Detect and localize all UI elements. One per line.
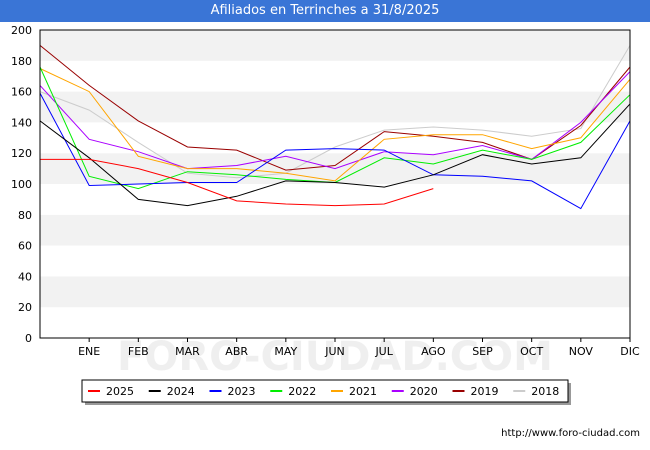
grid-band bbox=[40, 60, 630, 92]
x-tick-label: OCT bbox=[520, 345, 543, 358]
x-tick-label: ENE bbox=[78, 345, 100, 358]
legend-label-2024: 2024 bbox=[167, 385, 195, 398]
grid-band bbox=[40, 91, 630, 123]
y-tick-label: 40 bbox=[18, 270, 32, 283]
y-tick-label: 0 bbox=[25, 332, 32, 345]
y-tick-label: 80 bbox=[18, 209, 32, 222]
series-line-2024 bbox=[39, 103, 631, 207]
y-tick-label: 120 bbox=[11, 147, 32, 160]
x-tick-label: SEP bbox=[472, 345, 493, 358]
series-line-2025 bbox=[40, 158, 434, 207]
y-tick-label: 140 bbox=[11, 116, 32, 129]
legend-label-2022: 2022 bbox=[288, 385, 316, 398]
x-axis-ticks: ENE FEB MAR ABR MAY JUN JUL AGO SEP OCT NOV DIC bbox=[78, 338, 640, 358]
legend-label-2018: 2018 bbox=[531, 385, 559, 398]
legend-label-2019: 2019 bbox=[471, 385, 499, 398]
footer-url[interactable]: http://www.foro-ciudad.com bbox=[501, 428, 640, 439]
legend-label-2020: 2020 bbox=[410, 385, 438, 398]
y-tick-label: 20 bbox=[18, 301, 32, 314]
plot-border bbox=[39, 29, 631, 339]
grid-band bbox=[40, 214, 630, 246]
legend: 2025 2024 2023 2022 2021 2020 2019 2018 bbox=[81, 379, 571, 405]
legend-box bbox=[81, 379, 569, 403]
x-tick-label: NOV bbox=[569, 345, 594, 358]
grid-band bbox=[40, 307, 630, 338]
series-line-2018 bbox=[39, 45, 631, 179]
y-tick-label: 180 bbox=[11, 55, 32, 68]
legend-label-2023: 2023 bbox=[228, 385, 256, 398]
chart-title: Afiliados en Terrinches a 31/8/2025 bbox=[0, 0, 650, 22]
background-bands bbox=[40, 30, 630, 338]
legend-label-2025: 2025 bbox=[106, 385, 134, 398]
grid-band bbox=[40, 245, 630, 277]
y-tick-label: 160 bbox=[11, 86, 32, 99]
x-tick-label: ABR bbox=[225, 345, 248, 358]
grid-band bbox=[40, 184, 630, 215]
legend-label-2021: 2021 bbox=[349, 385, 377, 398]
series-line-2023 bbox=[39, 92, 631, 210]
grid-band bbox=[40, 122, 630, 154]
y-tick-label: 100 bbox=[11, 178, 32, 191]
x-tick-label: DIC bbox=[620, 345, 640, 358]
grid-band bbox=[40, 30, 630, 61]
x-tick-label: FEB bbox=[128, 345, 149, 358]
y-axis-ticks: 0 20 40 60 80 100 120 140 160 180 200 bbox=[11, 24, 32, 345]
x-tick-label: AGO bbox=[421, 345, 446, 358]
x-tick-label: JUN bbox=[324, 345, 345, 358]
grid-band bbox=[40, 276, 630, 308]
x-tick-label: JUL bbox=[374, 345, 393, 358]
y-tick-label: 60 bbox=[18, 240, 32, 253]
x-tick-label: MAY bbox=[274, 345, 297, 358]
y-tick-label: 200 bbox=[11, 24, 32, 37]
series-lines bbox=[39, 45, 631, 210]
x-tick-label: MAR bbox=[175, 345, 200, 358]
series-line-2021 bbox=[39, 68, 631, 182]
